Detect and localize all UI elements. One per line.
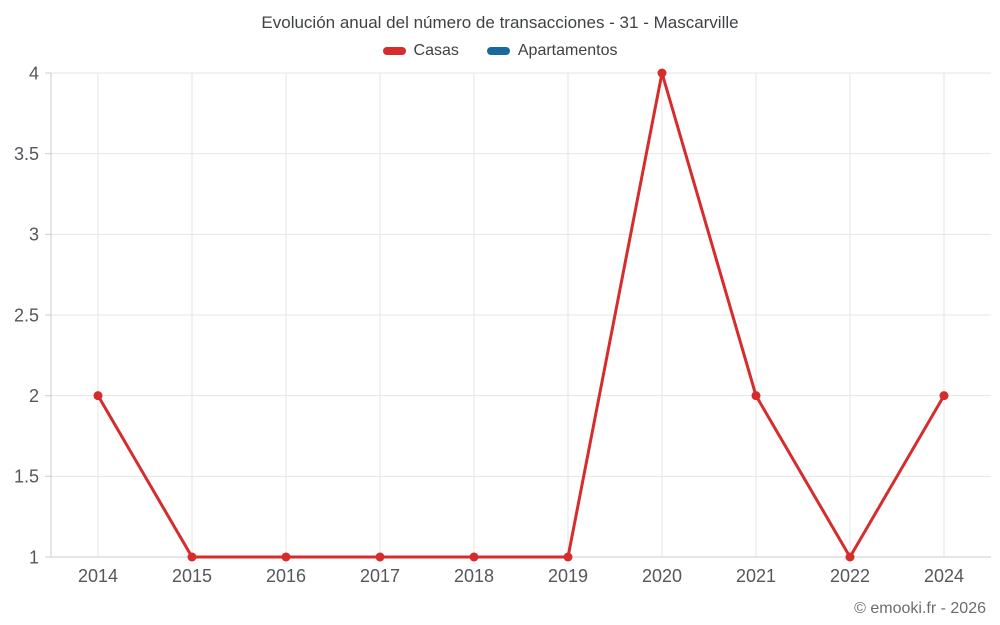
x-axis-tick-label: 2015: [172, 566, 212, 586]
attribution-text: © emooki.fr - 2026: [854, 600, 986, 617]
y-axis-tick-label: 1: [29, 547, 39, 567]
data-point-marker[interactable]: [939, 391, 949, 401]
series-line-casas: [96, 71, 946, 559]
data-point-marker[interactable]: [657, 68, 667, 78]
y-axis-tick-label: 4: [29, 63, 39, 83]
data-point-marker[interactable]: [563, 552, 573, 562]
data-point-marker[interactable]: [281, 552, 291, 562]
apartamentos-color-swatch-icon: [486, 47, 510, 55]
legend-label-casas: Casas: [413, 42, 459, 59]
legend-label-apartamentos: Apartamentos: [517, 42, 618, 59]
chart-legend: Casas Apartamentos: [0, 42, 1000, 60]
x-axis-tick-label: 2024: [924, 566, 964, 586]
x-axis-tick-label: 2016: [266, 566, 306, 586]
x-axis-tick-label: 2018: [454, 566, 494, 586]
data-point-marker[interactable]: [469, 552, 479, 562]
x-axis-tick-label: 2019: [548, 566, 588, 586]
data-point-marker[interactable]: [93, 391, 103, 401]
x-axis-tick-label: 2021: [736, 566, 776, 586]
legend-item-casas[interactable]: Casas: [382, 42, 459, 60]
x-axis-tick-label: 2020: [642, 566, 682, 586]
y-axis-tick-label: 2: [29, 386, 39, 406]
y-axis-tick-label: 3.5: [14, 144, 39, 164]
y-axis-tick-label: 1.5: [14, 467, 39, 487]
chart-title: Evolución anual del número de transaccio…: [261, 13, 739, 32]
casas-color-swatch-icon: [382, 47, 406, 55]
y-axis-tick-label: 2.5: [14, 305, 39, 325]
data-point-marker[interactable]: [375, 552, 385, 562]
legend-item-apartamentos[interactable]: Apartamentos: [486, 42, 618, 60]
data-point-marker[interactable]: [187, 552, 197, 562]
x-axis-tick-label: 2014: [78, 566, 118, 586]
chart-header: Evolución anual del número de transaccio…: [0, 0, 1000, 60]
data-point-marker[interactable]: [751, 391, 761, 401]
x-axis-tick-label: 2022: [830, 566, 870, 586]
x-axis-tick-label: 2017: [360, 566, 400, 586]
data-point-marker[interactable]: [845, 552, 855, 562]
y-axis-tick-label: 3: [29, 225, 39, 245]
